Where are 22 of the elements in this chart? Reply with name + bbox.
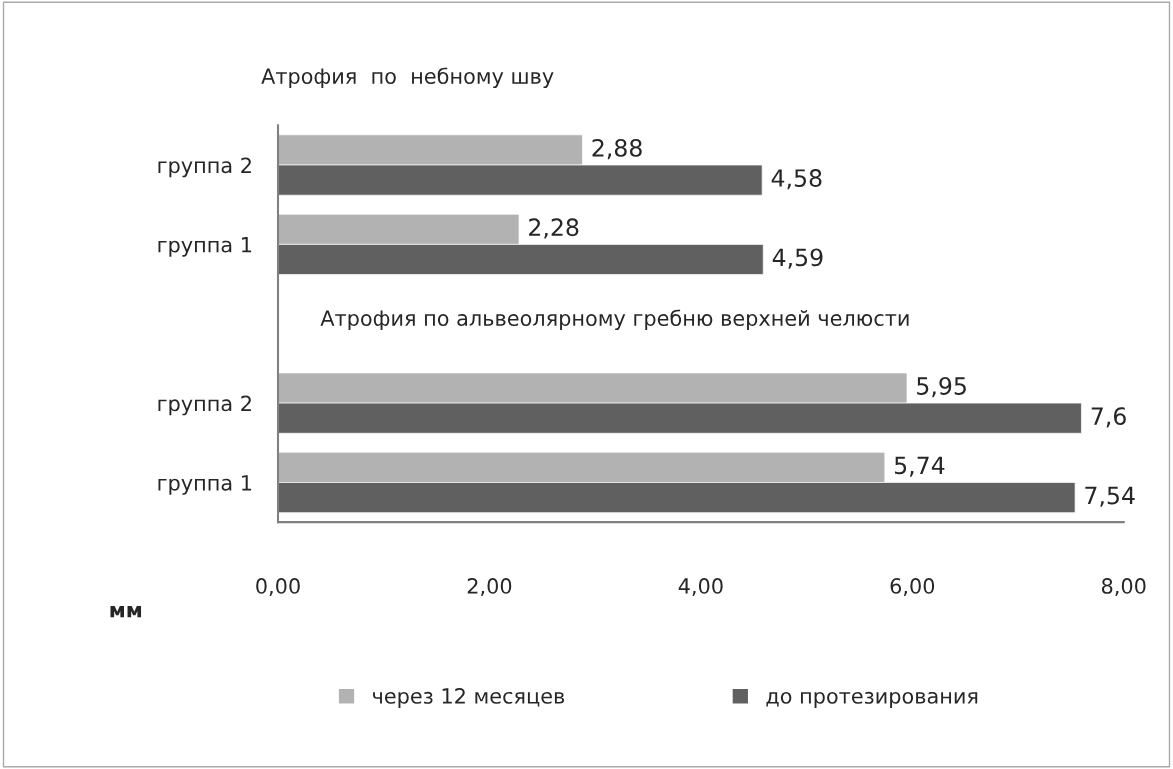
x-tick-label: 8,00 [1101, 578, 1146, 596]
data-label: 2,88 [592, 138, 642, 160]
x-tick-label: 2,00 [467, 578, 512, 596]
data-label: 4,58 [771, 169, 822, 190]
y-tick-label: группа 1 [158, 237, 252, 257]
data-label: 4,59 [772, 248, 823, 269]
x-axis-title: мм [110, 605, 142, 618]
legend-label: через 12 месяцев [373, 688, 565, 708]
x-tick-label: 4,00 [678, 578, 723, 596]
legend-label: до протезирования [766, 691, 978, 708]
data-label: 7,54 [1085, 486, 1135, 507]
data-label: 5,74 [894, 456, 945, 477]
y-tick-label: группа 1 [158, 475, 252, 495]
data-label: 2,28 [529, 218, 579, 239]
data-label: 7,6 [1091, 407, 1126, 428]
x-tick-label: 6,00 [890, 578, 935, 596]
x-tick-label: 0,00 [256, 578, 300, 596]
annotation: Атрофия по альвеолярному гребню верхней челюсти [320, 309, 909, 331]
chart-title: Атрофия по небному шву [261, 67, 554, 89]
data-label: 5,95 [917, 377, 966, 398]
y-tick-label: группа 2 [158, 395, 251, 416]
y-tick-label: группа 2 [158, 157, 251, 178]
